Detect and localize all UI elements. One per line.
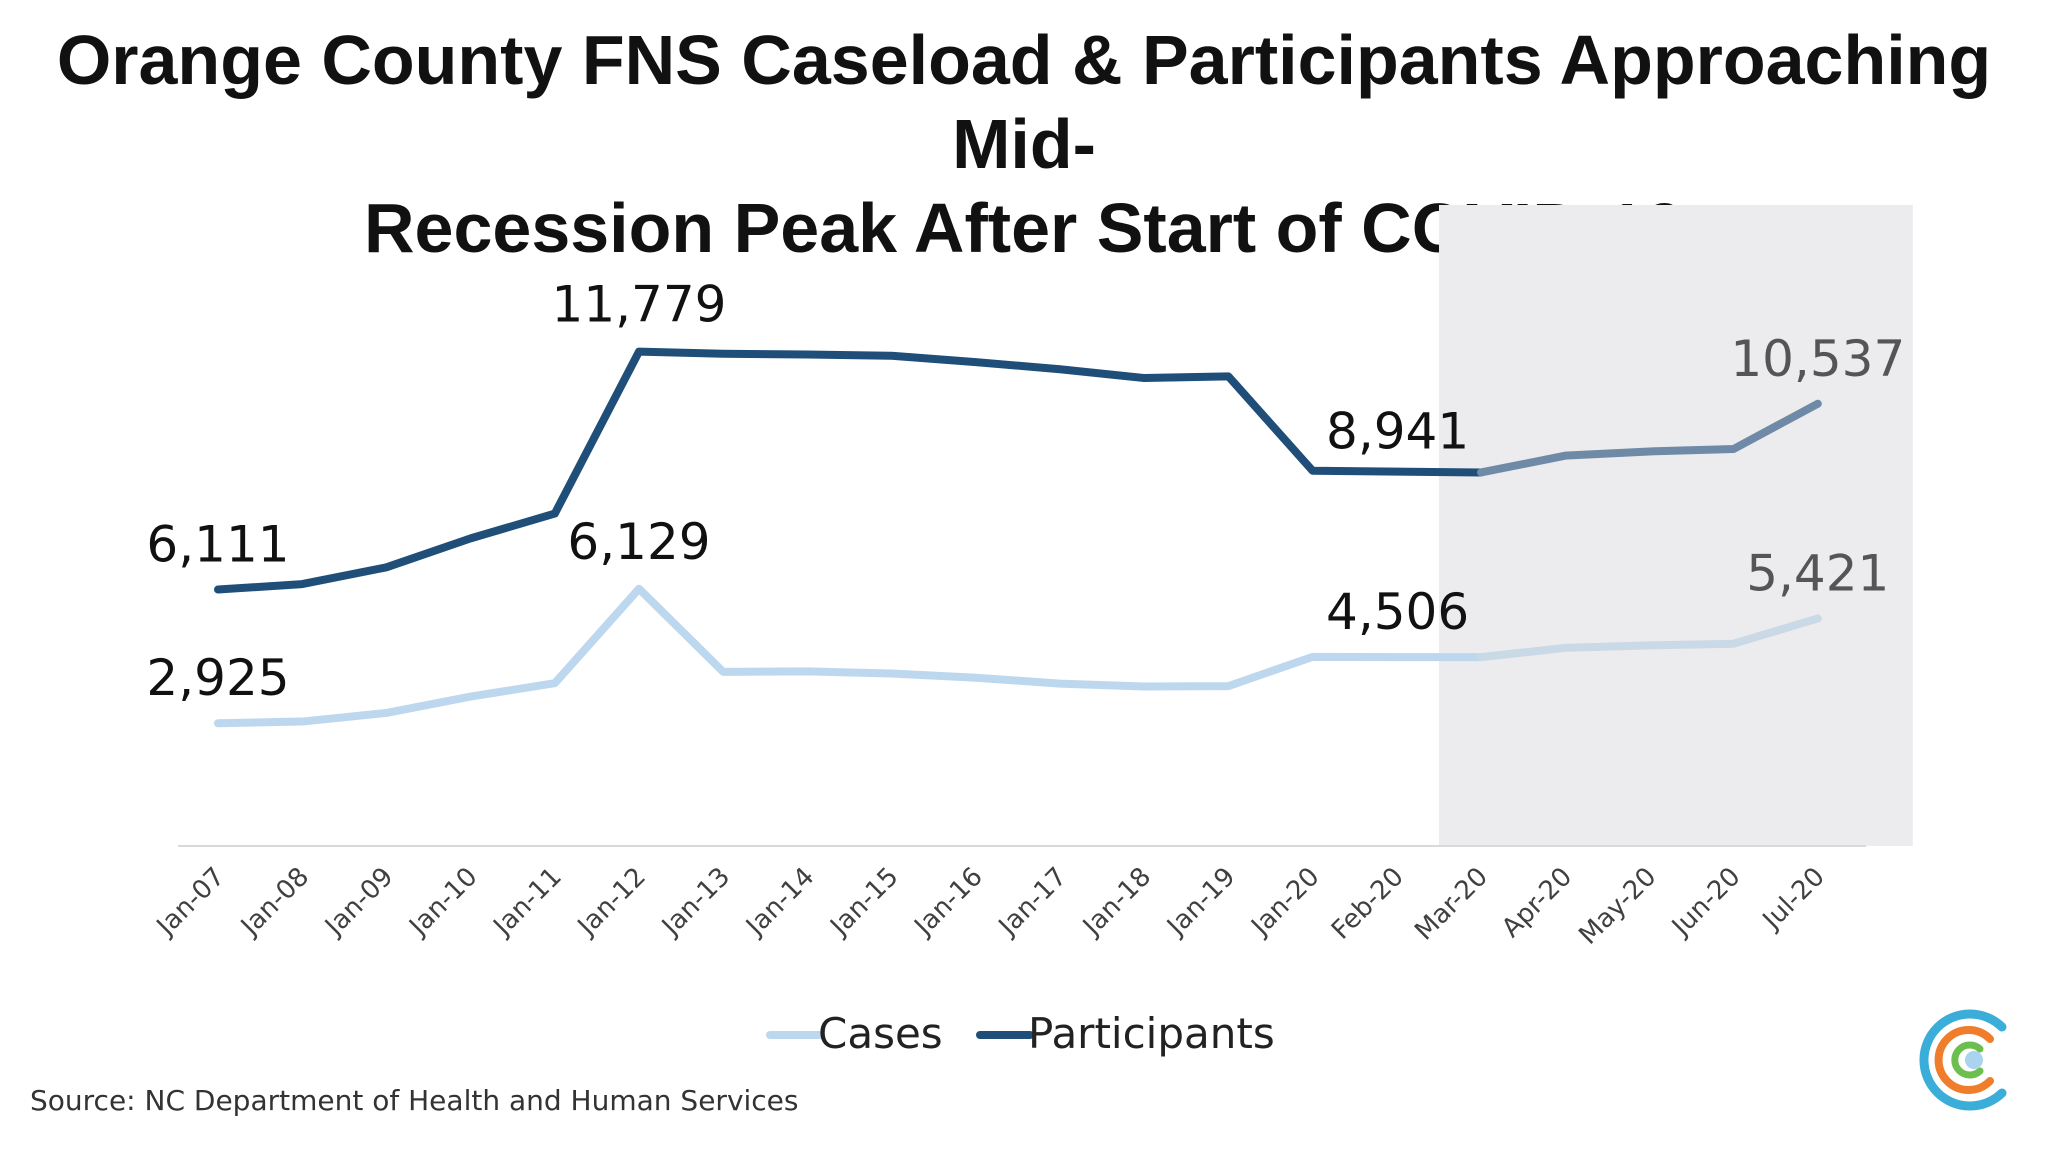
x-tick-label: Jun-20 [1665,862,1746,943]
cases-point [1730,640,1738,648]
participants-point [1224,372,1232,380]
cases-point [1645,641,1653,649]
x-tick-label: Jan-20 [1245,862,1326,943]
participants-point [1814,400,1822,408]
cases-point [214,719,222,727]
x-tick-label: Jan-18 [1076,862,1157,943]
x-tick-label: Jan-16 [908,862,989,943]
participants-point [1140,374,1148,382]
participants-point [1477,468,1485,476]
cases-point [1814,614,1822,622]
cases-point [635,585,643,593]
cases-data-label: 4,506 [1326,583,1469,641]
legend-label: Cases [818,1009,943,1058]
cases-line [214,584,1485,728]
cases-point [551,679,559,687]
cases-point [467,693,475,701]
cases-point [719,668,727,676]
participants-point [298,580,306,588]
cases-data-label: 6,129 [567,513,710,571]
cases-point [298,718,306,726]
cases-point [1477,653,1485,661]
participants-point [214,586,222,594]
participants-point [1730,445,1738,453]
cases-point [803,667,811,675]
participants-point [1393,468,1401,476]
cases-point [1309,653,1317,661]
x-tick-label: May-20 [1573,862,1662,951]
participants-data-label: 8,941 [1326,403,1469,461]
cases-data-label: 5,421 [1746,544,1889,602]
participants-point [1561,452,1569,460]
cases-point [1140,683,1148,691]
participants-data-label: 6,111 [146,516,289,574]
cases-point [382,709,390,717]
logo-outer-arc [1919,1009,2007,1111]
x-tick-label: Jan-13 [655,862,736,943]
x-tick-label: Jan-10 [403,862,484,943]
participants-data-label: 10,537 [1730,330,1905,388]
cases-point [1393,653,1401,661]
participants-point [1056,365,1064,373]
participants-line [214,347,1485,594]
participants-point [719,350,727,358]
cases-point [888,670,896,678]
participants-point [635,348,643,356]
x-tick-label: Jan-08 [234,862,315,943]
x-tick-label: Jan-15 [824,862,905,943]
x-tick-label: Jan-14 [739,862,820,943]
x-tick-label: Jan-17 [992,862,1073,943]
participants-point [803,351,811,359]
participants-point [888,352,896,360]
x-tick-label: Jul-20 [1756,862,1831,937]
participants-point [382,563,390,571]
participants-point [1309,467,1317,475]
x-tick-label: Feb-20 [1326,862,1410,946]
participants-point [467,534,475,542]
participants-point [1645,447,1653,455]
organization-logo [1919,1009,2007,1111]
logo-inner-arc [1951,1041,1984,1079]
legend-label: Participants [1028,1009,1275,1058]
cases-point [972,674,980,682]
x-tick-label: Jan-09 [318,862,399,943]
participants-point [972,358,980,366]
logo-center-dot [1965,1051,1983,1069]
x-tick-label: Mar-20 [1409,862,1494,947]
cases-data-label: 2,925 [146,649,289,707]
source-note: Source: NC Department of Health and Huma… [30,1084,799,1117]
x-tick-label: Jan-12 [571,862,652,943]
x-tick-label: Apr-20 [1496,862,1578,944]
x-tick-label: Jan-11 [487,862,568,943]
x-tick-label: Jan-19 [1160,862,1241,943]
cases-point [1561,644,1569,652]
cases-point [1056,680,1064,688]
logo-middle-arc [1934,1026,1994,1094]
participants-point [551,510,559,518]
participants-data-label: 11,779 [552,276,727,334]
covid-highlight-band [1439,205,1913,846]
cases-point [1224,682,1232,690]
chart-title-line-1: Orange County FNS Caseload & Participant… [56,21,1992,183]
x-tick-label: Jan-07 [150,862,231,943]
